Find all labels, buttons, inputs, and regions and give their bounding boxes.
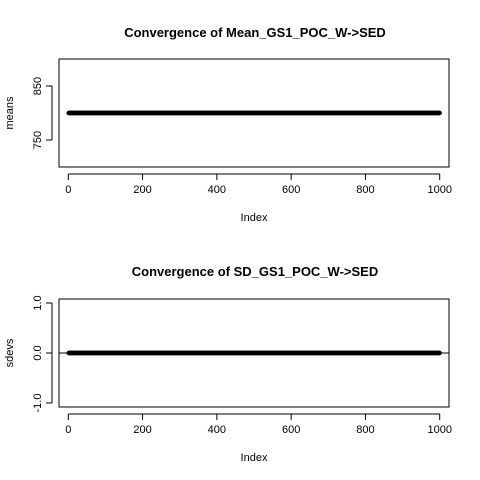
sdevs-x-tick-label: 600 [282,424,300,436]
sdevs-y-tick-label: 0.0 [32,345,44,360]
means-plot-box [58,58,450,168]
sdevs-x-tick-label: 400 [208,424,226,436]
means-y-axis-label: means [4,96,16,130]
sdevs-x-axis: 0 200 400 600 800 1000 [65,413,452,436]
sdevs-chart-title: Convergence of SD_GS1_POC_W->SED [132,264,378,279]
means-x-tick-label: 200 [133,184,151,196]
sdevs-x-axis-label: Index [241,452,268,464]
sdevs-y-tick-label: 1.0 [32,295,44,310]
means-x-axis: 0 200 400 600 800 1000 [65,173,452,196]
sdevs-points [66,350,442,356]
means-x-tick-label: 0 [65,184,71,196]
means-x-axis-label: Index [241,212,268,224]
sdevs-y-axis: -1.0 0.0 1.0 [32,295,53,413]
means-y-tick-label: 750 [32,131,44,149]
sdevs-y-axis-label: sdevs [4,338,16,367]
means-points [66,110,442,116]
sdevs-x-tick-label: 0 [65,424,71,436]
means-panel: Convergence of Mean_GS1_POC_W->SED 0 200 4… [4,25,452,224]
means-chart-title: Convergence of Mean_GS1_POC_W->SED [124,25,386,40]
means-y-axis: 750 850 [32,77,53,149]
sdevs-x-tick-label: 200 [133,424,151,436]
sdevs-x-tick-label: 1000 [427,424,451,436]
means-y-tick-label: 850 [32,77,44,95]
sdevs-x-tick-label: 800 [356,424,374,436]
sdevs-point [437,350,442,356]
sdevs-panel: Convergence of SD_GS1_POC_W->SED 0 200 400… [4,264,452,464]
means-x-tick-label: 400 [208,184,226,196]
means-x-tick-label: 600 [282,184,300,196]
means-x-tick-label: 800 [356,184,374,196]
means-x-tick-label: 1000 [427,184,451,196]
means-point [437,110,442,116]
sdevs-y-tick-label: -1.0 [32,394,44,413]
